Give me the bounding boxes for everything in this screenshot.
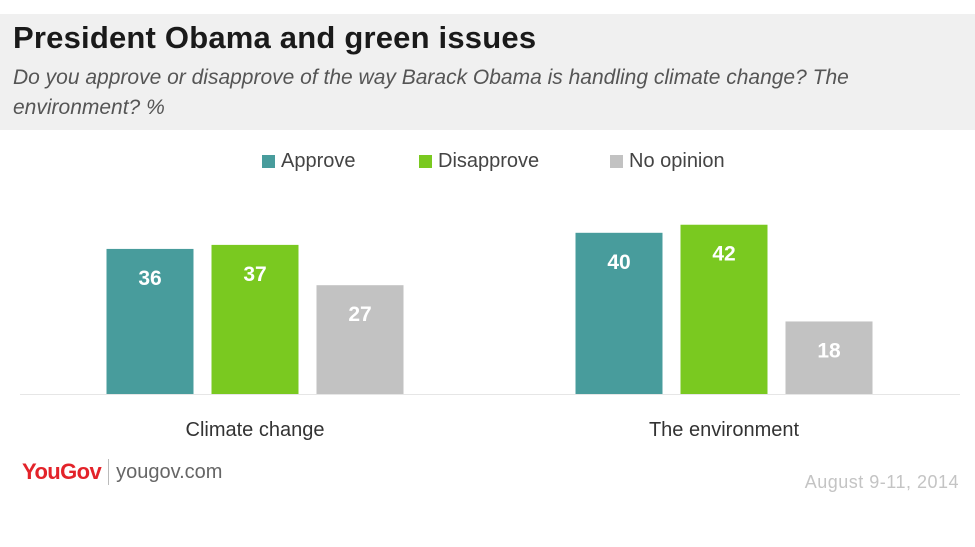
category-label-the-environment: The environment <box>649 419 800 441</box>
legend-item-disapprove: Disapprove <box>419 148 539 174</box>
category-label-climate-change: Climate change <box>186 419 325 441</box>
legend-item-no-opinion: No opinion <box>610 148 725 174</box>
brand-url: yougov.com <box>116 460 223 483</box>
data-label-approve-the-environment: 40 <box>607 251 630 274</box>
bar-no-opinion-climate-change <box>316 285 404 394</box>
bar-no-opinion-the-environment <box>785 321 873 394</box>
bar-disapprove-the-environment <box>680 224 768 394</box>
legend-label-disapprove: Disapprove <box>438 149 540 172</box>
bar-approve-the-environment <box>575 232 663 394</box>
logo-divider <box>108 459 110 485</box>
chart-title: President Obama and green issues <box>13 20 537 55</box>
legend-item-approve: Approve <box>262 148 356 174</box>
legend-label-approve: Approve <box>281 149 356 172</box>
chart-legend: Approve Disapprove No opinion <box>0 148 975 174</box>
data-label-no-opinion-the-environment: 18 <box>817 339 841 362</box>
legend-swatch-disapprove <box>419 154 432 168</box>
yougov-logo: YouGov yougov.com <box>22 458 222 486</box>
bar-disapprove-climate-change <box>211 244 299 394</box>
chart-subtitle: Do you approve or disapprove of the way … <box>13 66 849 119</box>
survey-date: August 9-11, 2014 <box>804 472 959 492</box>
legend-swatch-no-opinion <box>610 154 623 168</box>
brand-name: YouGov <box>22 459 102 484</box>
bar-approve-climate-change <box>106 248 194 394</box>
legend-swatch-approve <box>262 154 275 168</box>
data-label-disapprove-the-environment: 42 <box>712 243 735 266</box>
data-label-approve-climate-change: 36 <box>138 267 161 290</box>
data-label-no-opinion-climate-change: 27 <box>348 303 371 326</box>
chart-header <box>0 14 975 130</box>
data-label-disapprove-climate-change: 37 <box>243 263 266 286</box>
legend-label-no-opinion: No opinion <box>629 149 725 172</box>
